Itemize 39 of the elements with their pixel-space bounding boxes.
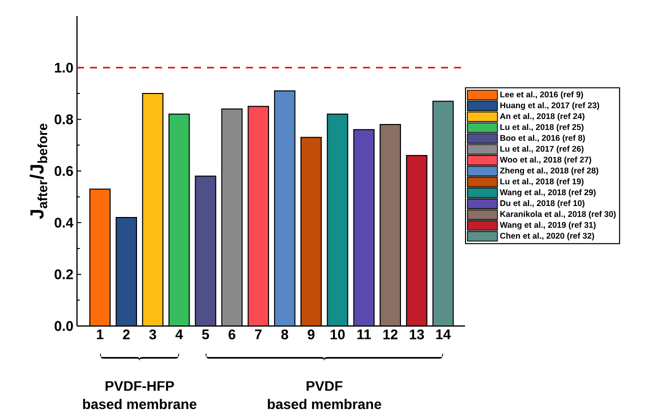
text: PVDF bbox=[306, 381, 342, 391]
x-tick-label: 12 bbox=[383, 330, 398, 340]
legend-label: Huang et al., 2017 (ref 23) bbox=[500, 102, 600, 110]
x-tick-label: 13 bbox=[410, 330, 424, 340]
x-tick-label: 4 bbox=[175, 330, 183, 340]
legend-label: Lu et al., 2018 (ref 19) bbox=[500, 178, 584, 186]
x-tick-label: 5 bbox=[202, 330, 210, 340]
x-tick-label: 1 bbox=[96, 330, 104, 340]
legend-label: Wang et al., 2019 (ref 31) bbox=[500, 222, 596, 230]
y-tick-label: 1.0 bbox=[54, 62, 73, 73]
y-tick-label: 0.6 bbox=[54, 166, 73, 176]
y-tick-label: 0.4 bbox=[54, 218, 74, 228]
x-tick-label: 3 bbox=[149, 330, 156, 340]
x-tick-label: 6 bbox=[228, 330, 236, 340]
y-tick-label: 0.0 bbox=[54, 321, 73, 331]
x-tick-label: 9 bbox=[308, 330, 314, 340]
legend-label: Lee et al., 2016 (ref 9) bbox=[500, 91, 584, 99]
text: based membrane bbox=[83, 398, 196, 410]
x-tick-label: 10 bbox=[330, 330, 345, 340]
y-tick-label: 0.2 bbox=[54, 269, 73, 280]
x-tick-label: 2 bbox=[122, 330, 130, 340]
y-tick-label: 0.8 bbox=[54, 114, 74, 124]
text: based membrane bbox=[268, 398, 382, 410]
x-tick-label: 14 bbox=[436, 330, 451, 340]
text: PVDF-HFP bbox=[106, 381, 174, 391]
x-tick-label: 11 bbox=[357, 330, 371, 340]
legend-label: Du et al., 2018 (ref 10) bbox=[500, 200, 584, 208]
legend-label: Woo et al., 2018 (ref 27) bbox=[500, 156, 592, 164]
legend-label: Karanikola et al., 2018 (ref 30) bbox=[500, 210, 616, 219]
x-tick-label: 7 bbox=[255, 330, 262, 340]
legend-label: Chen et al., 2020 (ref 32) bbox=[500, 232, 594, 240]
legend-label: Lu et al., 2017 (ref 26) bbox=[500, 146, 584, 154]
legend-label: Wang et al., 2018 (ref 29) bbox=[500, 189, 596, 197]
legend-label: Zheng et al., 2018 (ref 28) bbox=[500, 167, 598, 176]
x-tick-label: 8 bbox=[281, 330, 288, 340]
y-axis-title: J$_{after}$/J$_{before}$ bbox=[30, 124, 48, 219]
legend-label: Lu et al., 2018 (ref 25) bbox=[500, 124, 584, 132]
legend-label: An et al., 2018 (ref 24) bbox=[500, 113, 584, 121]
legend-label: Boo et al., 2016 (ref 8) bbox=[500, 134, 585, 142]
